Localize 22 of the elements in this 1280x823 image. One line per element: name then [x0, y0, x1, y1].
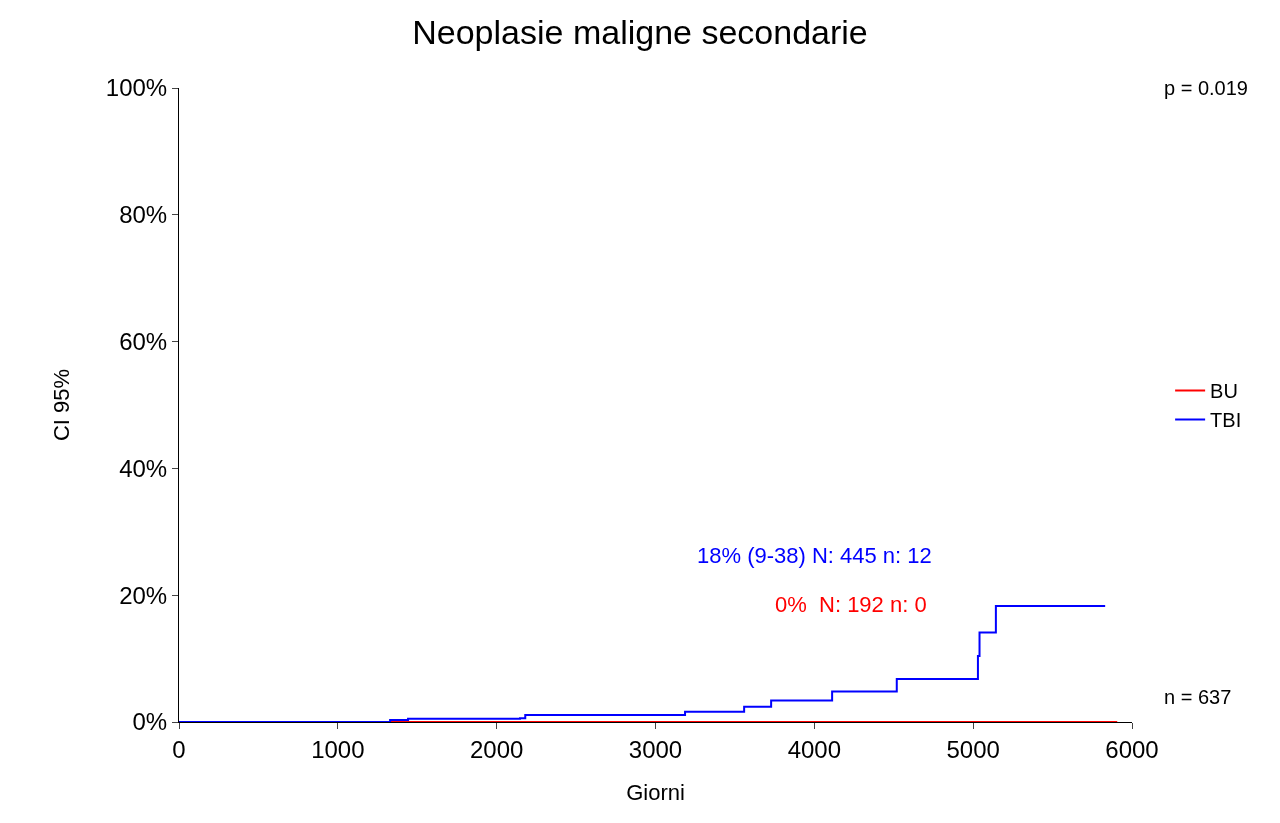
chart-title: Neoplasie maligne secondarie [412, 13, 868, 52]
x-tick-label: 4000 [787, 735, 842, 763]
text: p = 0.019 [1164, 77, 1248, 99]
x-tick-label: 6000 [1105, 735, 1159, 763]
y-tick-label: 60% [119, 328, 168, 355]
y-tick-label: 80% [119, 201, 168, 229]
annotation: 18% (9-38) N: 445 n: 12 [697, 543, 932, 568]
x-tick-label: 3000 [628, 735, 683, 763]
x-tick-label: 1000 [311, 735, 365, 763]
annotation: 0% N: 192 n: 0 [775, 592, 927, 617]
y-tick-label: 20% [119, 581, 168, 609]
x-tick-label: 5000 [946, 735, 1000, 763]
x-tick-label: 0 [172, 735, 186, 763]
y-tick-label: 40% [119, 454, 168, 482]
legend-label: TBI [1210, 409, 1242, 432]
y-axis-title: CI 95% [48, 368, 74, 442]
x-axis-title: Giorni [626, 779, 685, 805]
text: n = 637 [1164, 686, 1232, 708]
x-tick-label: 2000 [469, 735, 524, 763]
legend-label: BU [1210, 380, 1238, 403]
y-tick-label: 100% [105, 74, 168, 102]
y-tick-label: 0% [132, 708, 168, 736]
